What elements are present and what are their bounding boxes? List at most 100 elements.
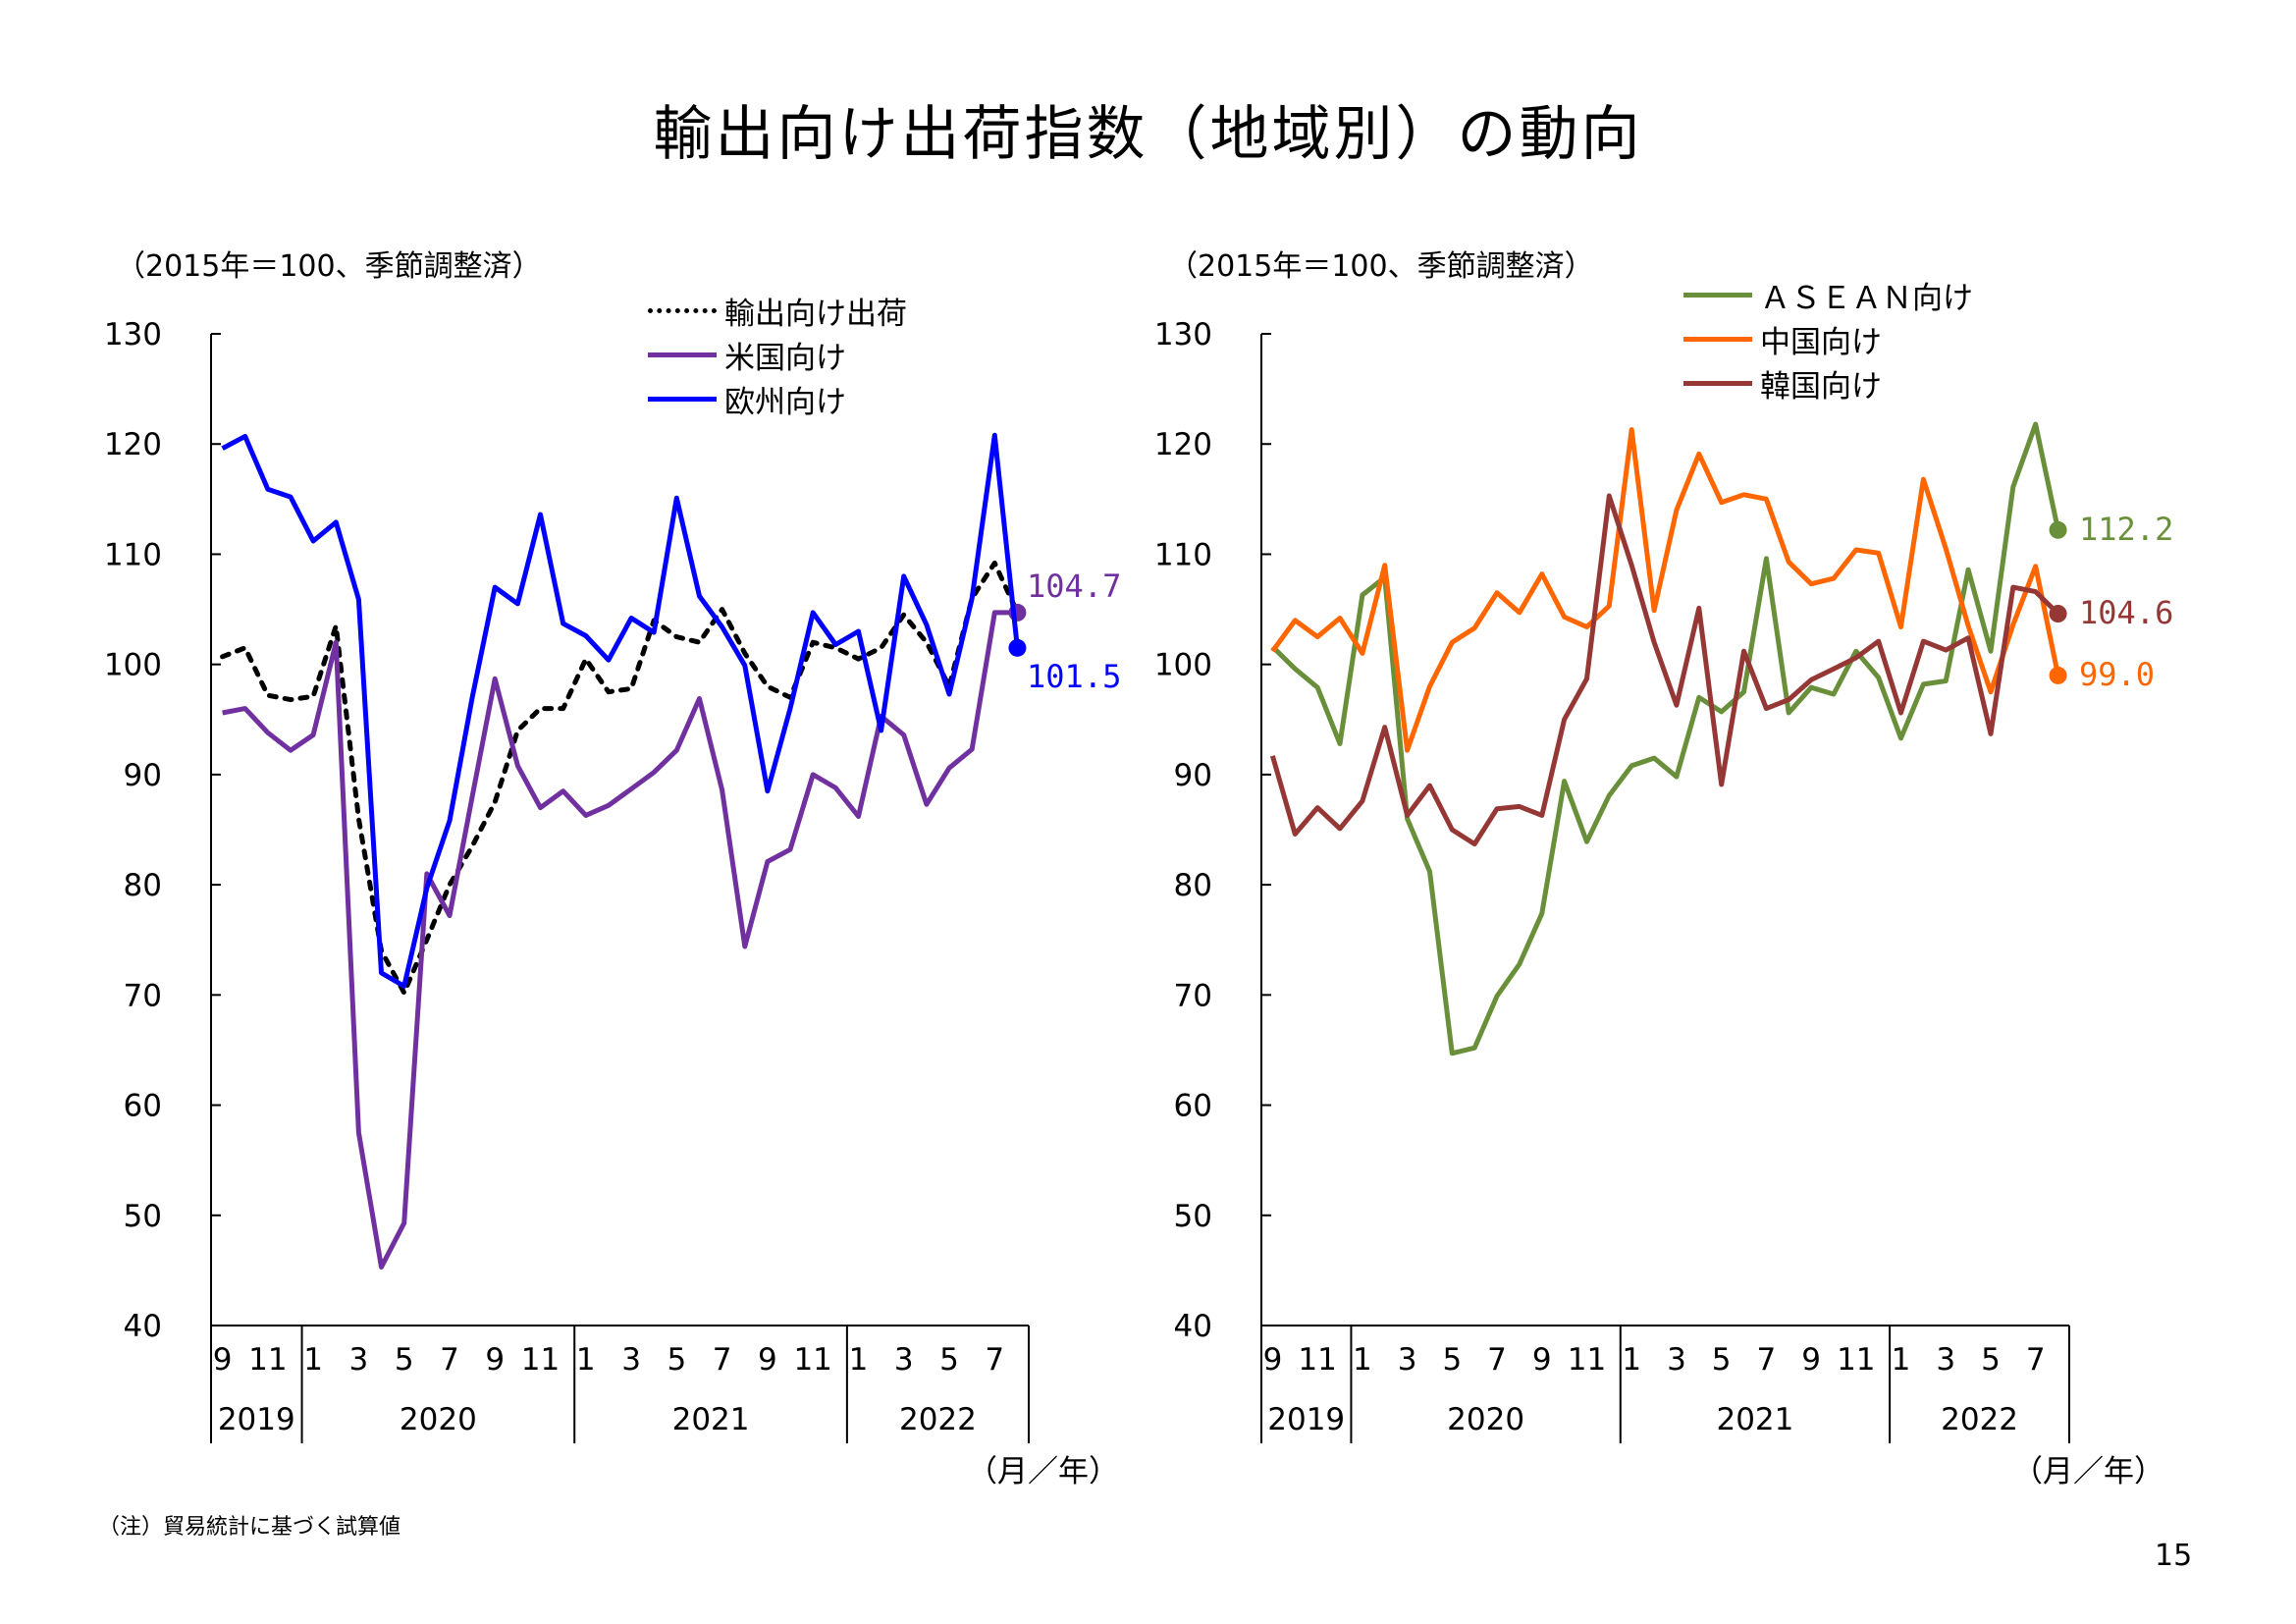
x-tick-label: 7 xyxy=(1757,1342,1777,1378)
y-tick-label: 90 xyxy=(1174,758,1212,793)
chart2-unit-label: （2015年＝100、季節調整済） xyxy=(1168,249,1594,284)
x-year-label: 2020 xyxy=(1447,1402,1524,1437)
y-tick-label: 60 xyxy=(1174,1089,1212,1124)
x-tick-label: 9 xyxy=(213,1342,233,1378)
series-endpoint-asean xyxy=(2049,520,2067,539)
x-tick-label: 7 xyxy=(440,1342,459,1378)
y-tick-label: 40 xyxy=(124,1309,162,1344)
last-value-label-china: 99.0 xyxy=(2079,656,2156,693)
legend-item-korea: 韓国向け xyxy=(1683,363,1882,405)
y-tick-label: 50 xyxy=(124,1199,162,1234)
series-endpoint-korea xyxy=(2049,605,2067,623)
x-year-label: 2022 xyxy=(1941,1402,2018,1437)
legend-swatch-us xyxy=(648,352,717,357)
x-tick-label: 9 xyxy=(1263,1342,1283,1378)
legend-item-asean: ＡＳＥＡＮ向け xyxy=(1683,275,1973,316)
legend-item-exports: 輸出向け出荷 xyxy=(648,291,907,332)
y-tick-label: 110 xyxy=(1154,537,1212,572)
y-tick-label: 100 xyxy=(1154,648,1212,683)
y-tick-label: 90 xyxy=(124,758,162,793)
x-tick-label: 5 xyxy=(1712,1342,1732,1378)
x-tick-label: 3 xyxy=(894,1342,914,1378)
legend-swatch-exports xyxy=(648,307,717,313)
x-year-label: 2022 xyxy=(899,1402,977,1437)
last-value-label-us: 104.7 xyxy=(1027,568,1122,605)
x-tick-label: 7 xyxy=(713,1342,732,1378)
x-tick-label: 7 xyxy=(985,1342,1004,1378)
x-tick-label: 5 xyxy=(667,1342,686,1378)
x-tick-label: 5 xyxy=(939,1342,959,1378)
y-tick-label: 70 xyxy=(1174,978,1212,1013)
x-tick-label: 3 xyxy=(349,1342,369,1378)
x-tick-label: 1 xyxy=(849,1342,869,1378)
x-tick-label: 3 xyxy=(1936,1342,1955,1378)
x-tick-label: 5 xyxy=(1981,1342,2001,1378)
legend-item-us: 米国向け xyxy=(648,335,846,376)
x-tick-label: 11 xyxy=(793,1342,831,1378)
x-tick-label: 5 xyxy=(1442,1342,1462,1378)
last-value-label-asean: 112.2 xyxy=(2079,511,2174,548)
legend-item-china: 中国向け xyxy=(1683,319,1882,360)
x-tick-label: 3 xyxy=(1398,1342,1417,1378)
y-tick-label: 130 xyxy=(104,317,162,352)
x-tick-label: 11 xyxy=(248,1342,287,1378)
x-year-label: 2019 xyxy=(1267,1402,1345,1437)
series-line-korea xyxy=(1269,493,2060,847)
x-tick-label: 7 xyxy=(1487,1342,1507,1378)
series-line-exports xyxy=(220,560,1020,996)
series-line-asean xyxy=(1270,421,2061,1056)
legend-label-eu: 欧州向け xyxy=(724,384,846,420)
legend-swatch-china xyxy=(1683,336,1752,342)
x-tick-label: 7 xyxy=(2026,1342,2046,1378)
series-endpoint-china xyxy=(2049,666,2067,684)
x-year-label: 2020 xyxy=(400,1402,477,1437)
y-tick-label: 80 xyxy=(1174,868,1212,903)
x-year-label: 2021 xyxy=(1716,1402,1793,1437)
y-tick-label: 40 xyxy=(1174,1309,1212,1344)
legend-label-korea: 韓国向け xyxy=(1760,368,1882,405)
legend-label-china: 中国向け xyxy=(1760,324,1882,360)
y-tick-label: 120 xyxy=(104,427,162,462)
last-value-label-eu: 101.5 xyxy=(1027,658,1122,695)
y-tick-label: 110 xyxy=(104,537,162,572)
series-line-eu xyxy=(221,432,1020,989)
y-tick-label: 50 xyxy=(1174,1199,1212,1234)
y-tick-label: 120 xyxy=(1154,427,1212,462)
series-line-china xyxy=(1270,427,2061,753)
x-tick-label: 5 xyxy=(395,1342,414,1378)
series-endpoint-eu xyxy=(1008,638,1027,657)
y-tick-label: 100 xyxy=(104,648,162,683)
chart2-axis-unit: （月／年） xyxy=(2012,1454,2164,1489)
x-tick-label: 3 xyxy=(1667,1342,1686,1378)
y-tick-label: 60 xyxy=(124,1089,162,1124)
x-tick-label: 1 xyxy=(1622,1342,1641,1378)
y-tick-label: 70 xyxy=(124,978,162,1013)
page-title: 輸出向け出荷指数（地域別）の動向 xyxy=(653,100,1643,169)
legend-swatch-korea xyxy=(1683,380,1752,386)
x-tick-label: 3 xyxy=(621,1342,641,1378)
x-tick-label: 1 xyxy=(1353,1342,1372,1378)
footnote: （注）貿易統計に基づく試算値 xyxy=(98,1515,401,1540)
last-value-label-korea: 104.6 xyxy=(2079,594,2174,631)
chart1-unit-label: （2015年＝100、季節調整済） xyxy=(116,249,542,284)
x-tick-label: 1 xyxy=(303,1342,323,1378)
x-tick-label: 9 xyxy=(1801,1342,1821,1378)
legend-item-eu: 欧州向け xyxy=(648,379,846,420)
y-tick-label: 130 xyxy=(1154,317,1212,352)
x-tick-label: 1 xyxy=(1892,1342,1911,1378)
y-tick-label: 80 xyxy=(124,868,162,903)
legend-label-us: 米国向け xyxy=(724,340,846,376)
x-tick-label: 11 xyxy=(1298,1342,1336,1378)
legend-swatch-asean xyxy=(1683,292,1752,298)
x-tick-label: 11 xyxy=(1837,1342,1875,1378)
chart1-axis-unit: （月／年） xyxy=(967,1454,1119,1489)
legend-swatch-eu xyxy=(648,396,717,402)
x-tick-label: 9 xyxy=(758,1342,777,1378)
page-number: 15 xyxy=(2155,1539,2193,1573)
legend-label-exports: 輸出向け出荷 xyxy=(724,296,907,332)
x-tick-label: 9 xyxy=(1532,1342,1552,1378)
legend-label-asean: ＡＳＥＡＮ向け xyxy=(1760,280,1973,316)
x-tick-label: 11 xyxy=(1568,1342,1606,1378)
